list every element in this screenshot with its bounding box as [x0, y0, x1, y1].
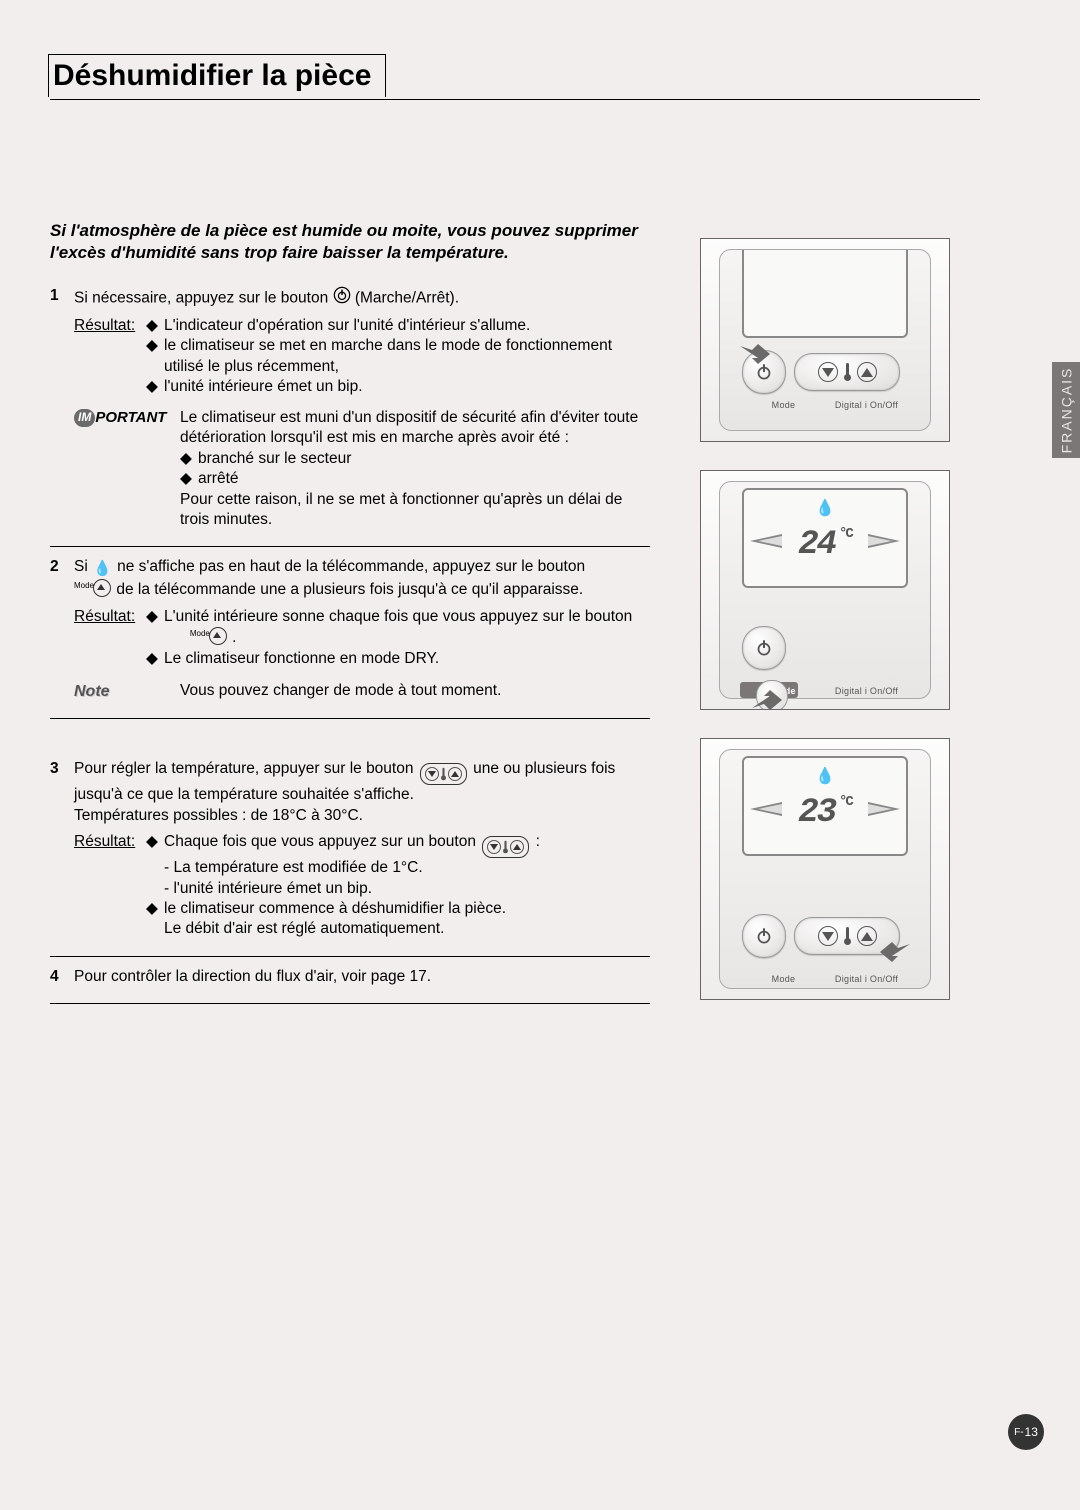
step-4: 4 Pour contrôler la direction du flux d'… [50, 967, 650, 1004]
onoff-label: Digital i On/Off [825, 686, 908, 696]
language-tab: FRANÇAIS [1052, 362, 1080, 458]
temp-pill [794, 917, 900, 955]
result-label: Résultat: [74, 316, 146, 398]
text: L'indicateur d'opération sur l'unité d'i… [164, 316, 530, 336]
mode-button-icon [209, 627, 227, 645]
temp-buttons-icon [482, 836, 529, 858]
step-1: 1 Si nécessaire, appuyez sur le bouton (… [50, 286, 650, 548]
step-number: 3 [50, 759, 74, 940]
step-2: 2 Si 💧 ne s'affiche pas en haut de la té… [50, 557, 650, 719]
step1-line: Si nécessaire, appuyez sur le bouton (Ma… [74, 286, 650, 310]
mode-button-icon [93, 579, 111, 597]
step2-result: Résultat: ◆ L'unité intérieure sonne cha… [74, 607, 650, 669]
text: de la télécommande une a plusieurs fois … [116, 581, 583, 598]
text: Si [74, 558, 92, 575]
note-block: Note Vous pouvez changer de mode à tout … [74, 681, 650, 702]
text: PORTANT [95, 409, 166, 426]
text: Chaque fois que vous appuyez sur un bout… [164, 833, 480, 850]
title-bar: Déshumidifier la pièce [50, 54, 980, 100]
text: - l'unité intérieure émet un bip. [164, 880, 372, 897]
important-block: IMPORTANT Le climatiseur est muni d'un d… [74, 408, 650, 531]
page-title: Déshumidifier la pièce [48, 54, 386, 97]
text: (Marche/Arrêt). [355, 289, 459, 306]
temp-pill [794, 353, 900, 391]
text: le climatiseur commence à déshumidifier … [164, 900, 506, 917]
dry-mode-icon: 💧 [93, 559, 112, 579]
temp-buttons-icon [420, 763, 467, 785]
text: Pour cette raison, il ne se met à foncti… [180, 490, 650, 531]
important-label: IMPORTANT [74, 408, 180, 531]
step-3: 3 Pour régler la température, appuyer su… [50, 759, 650, 957]
page-num: 13 [1025, 1425, 1038, 1439]
page-number: F-13 [1008, 1414, 1044, 1450]
power-button [742, 350, 786, 394]
mode-knob [756, 680, 788, 710]
result-label: Résultat: [74, 832, 146, 940]
text: Le débit d'air est réglé automatiquement… [164, 920, 444, 937]
step-number: 4 [50, 967, 74, 987]
dry-mode-icon: 💧 [744, 766, 906, 786]
text: l'unité intérieure émet un bip. [164, 377, 363, 397]
power-icon [333, 286, 351, 310]
note-label: Note [74, 681, 180, 702]
language-label: FRANÇAIS [1058, 367, 1074, 454]
arrow-strip-right-icon [868, 802, 900, 816]
text: L'unité intérieure sonne chaque fois que… [164, 608, 632, 625]
figures: Mode Digital i On/Off 💧 24°C [700, 238, 950, 1028]
mode-label: Mode [742, 974, 825, 984]
text: Pour contrôler la direction du flux d'ai… [74, 967, 650, 987]
text: branché sur le secteur [198, 449, 351, 469]
step-number: 2 [50, 557, 74, 702]
dry-mode-icon: 💧 [744, 498, 906, 518]
step3-result: Résultat: ◆ Chaque fois que vous appuyez… [74, 832, 650, 940]
text: Si nécessaire, appuyez sur le bouton [74, 289, 333, 306]
mode-tiny-label: Mode [190, 629, 210, 640]
power-button [742, 914, 786, 958]
onoff-label: Digital i On/Off [825, 974, 908, 984]
text: ne s'affiche pas en haut de la télécomma… [117, 558, 585, 575]
intro-text: Si l'atmosphère de la pièce est humide o… [50, 220, 650, 264]
step1-result: Résultat: ◆L'indicateur d'opération sur … [74, 316, 650, 398]
step-number: 1 [50, 286, 74, 531]
remote-fig-3: 💧 23°C Mode Dig [700, 738, 950, 1000]
onoff-label: Digital i On/Off [825, 400, 908, 410]
text: le climatiseur se met en marche dans le … [164, 336, 650, 377]
im-prefix: IM [74, 409, 95, 427]
step2-line: Si 💧 ne s'affiche pas en haut de la télé… [74, 557, 650, 600]
mode-label: Mode [742, 400, 825, 410]
result-label: Résultat: [74, 607, 146, 669]
steps-list: 1 Si nécessaire, appuyez sur le bouton (… [50, 286, 650, 1005]
remote-fig-1: Mode Digital i On/Off [700, 238, 950, 442]
text: Le climatiseur est muni d'un dispositif … [180, 408, 650, 449]
mode-tiny-label: Mode [74, 581, 94, 592]
text: Vous pouvez changer de mode à tout momen… [180, 681, 501, 702]
text: Pour régler la température, appuyer sur … [74, 760, 418, 777]
arrow-strip-right-icon [868, 534, 900, 548]
power-button [742, 626, 786, 670]
page-prefix: F- [1014, 1427, 1023, 1438]
text: Températures possibles : de 18°C à 30°C. [74, 806, 650, 826]
text: Le climatiseur fonctionne en mode DRY. [164, 649, 439, 669]
text: : [536, 833, 540, 850]
text: . [232, 629, 236, 646]
text: - La température est modifiée de 1°C. [164, 859, 423, 876]
text: arrêté [198, 469, 239, 489]
remote-fig-2: 💧 24°C Mode Digital i On/Off [700, 470, 950, 710]
step3-line: Pour régler la température, appuyer sur … [74, 759, 650, 805]
